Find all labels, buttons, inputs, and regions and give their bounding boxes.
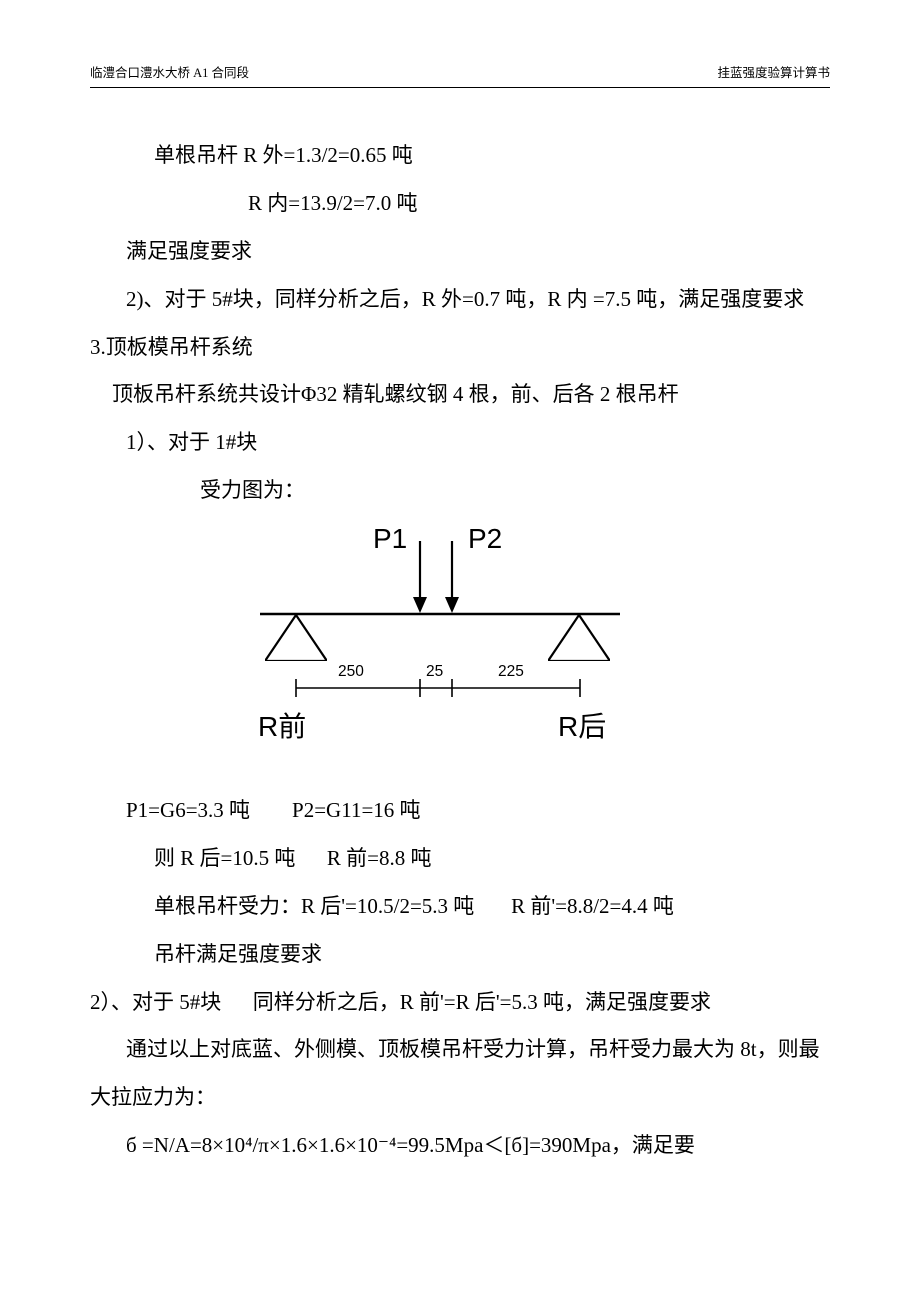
text-line: 满足强度要求 <box>126 228 830 276</box>
text-line: R 内=13.9/2=7.0 吨 <box>248 180 830 228</box>
support-triangle-icon <box>548 615 610 661</box>
header-right: 挂蓝强度验算计算书 <box>717 62 830 81</box>
text-line: P1=G6=3.3 吨 P2=G11=16 吨 <box>126 787 830 835</box>
diagram-label-r-front: R前 <box>258 705 306 745</box>
text-line: 则 R 后=10.5 吨 R 前=8.8 吨 <box>154 835 830 883</box>
text-span: 同样分析之后，R 前'=R 后'=5.3 吨，满足强度要求 <box>253 990 711 1014</box>
text-line: 2)、对于 5#块，同样分析之后，R 外=0.7 吨，R 内 =7.5 吨，满足… <box>126 276 830 324</box>
arrow-down-icon <box>442 541 462 613</box>
dimension-line <box>293 679 583 697</box>
text-line: 单根吊杆 R 外=1.3/2=0.65 吨 <box>154 132 830 180</box>
arrow-down-icon <box>410 541 430 613</box>
text-line: 顶板吊杆系统共设计Φ32 精轧螺纹钢 4 根，前、后各 2 根吊杆 <box>112 371 830 419</box>
page: 临澧合口澧水大桥 A1 合同段 挂蓝强度验算计算书 单根吊杆 R 外=1.3/2… <box>0 0 920 1170</box>
text-line: 3.顶板模吊杆系统 <box>90 324 830 372</box>
text-line: 受力图为： <box>200 467 830 515</box>
text-span: 单根吊杆受力：R 后'=10.5/2=5.3 吨 <box>154 894 474 918</box>
text-line: б =N/A=8×10⁴/π×1.6×1.6×10⁻⁴=99.5Mpa＜[б]=… <box>126 1122 830 1170</box>
text-span: 则 R 后=10.5 吨 <box>154 846 295 870</box>
text-line: 吊杆满足强度要求 <box>154 931 830 979</box>
text-span: R 前'=8.8/2=4.4 吨 <box>511 894 674 918</box>
text-span: P2=G11=16 吨 <box>292 798 421 822</box>
header-left: 临澧合口澧水大桥 A1 合同段 <box>90 62 249 81</box>
text-line: 大拉应力为： <box>90 1074 830 1122</box>
text-span: R 前=8.8 吨 <box>327 846 432 870</box>
support-triangle-icon <box>265 615 327 661</box>
page-header: 临澧合口澧水大桥 A1 合同段 挂蓝强度验算计算书 <box>90 62 830 88</box>
text-line: 通过以上对底蓝、外侧模、顶板模吊杆受力计算，吊杆受力最大为 8t，则最 <box>126 1026 830 1074</box>
diagram-canvas: P1 P2 250 25 225 <box>240 523 680 753</box>
diagram-label-p1: P1 <box>373 523 407 555</box>
text-line: 2）、对于 5#块 同样分析之后，R 前'=R 后'=5.3 吨，满足强度要求 <box>90 979 830 1027</box>
diagram-label-r-rear: R后 <box>558 705 606 745</box>
text-line: 单根吊杆受力：R 后'=10.5/2=5.3 吨 R 前'=8.8/2=4.4 … <box>154 883 830 931</box>
diagram-label-p2: P2 <box>468 523 502 555</box>
force-diagram: P1 P2 250 25 225 <box>90 523 830 753</box>
text-line: 1）、对于 1#块 <box>126 419 830 467</box>
text-span: 2）、对于 5#块 <box>90 990 221 1014</box>
text-span: P1=G6=3.3 吨 <box>126 798 250 822</box>
